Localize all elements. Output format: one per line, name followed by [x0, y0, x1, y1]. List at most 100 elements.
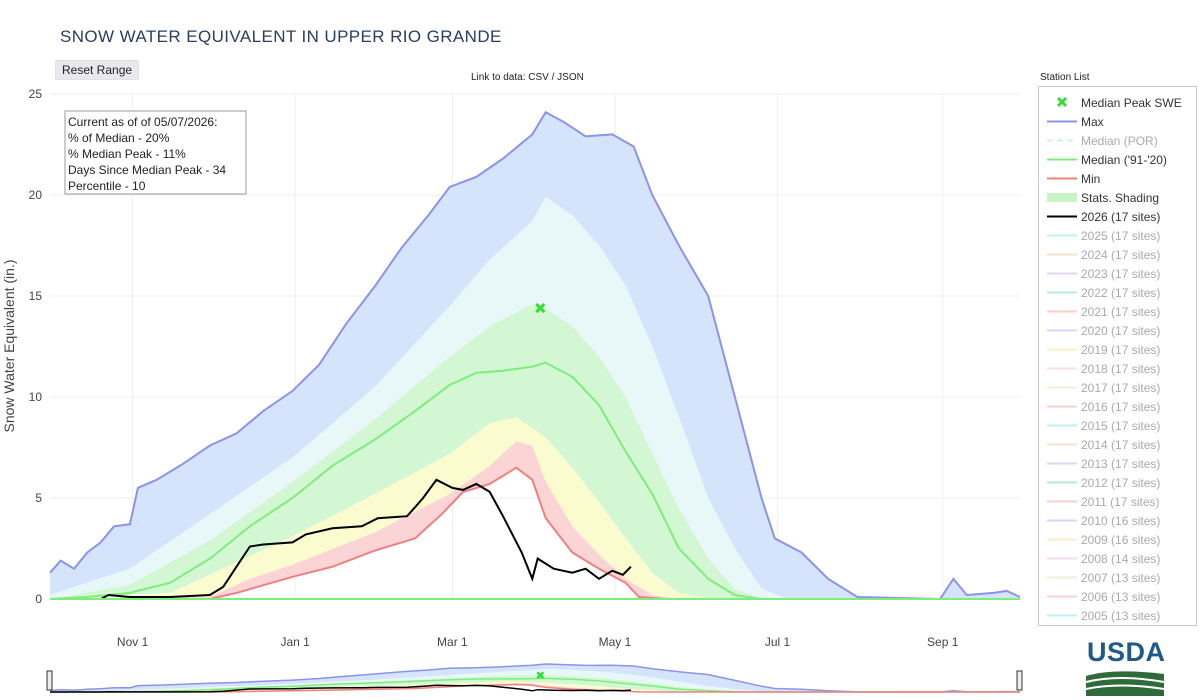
legend-symbol [1056, 96, 1068, 108]
legend-symbol [1047, 158, 1077, 161]
chart-title: SNOW WATER EQUIVALENT IN UPPER RIO GRAND… [60, 27, 502, 46]
legend-item[interactable]: Min [1039, 169, 1197, 188]
legend-symbol [1047, 443, 1077, 446]
rs-band [50, 668, 1020, 692]
band-max-to-90 [50, 112, 1020, 599]
legend-symbol [1047, 329, 1077, 332]
y-tick-label: 10 [29, 390, 43, 404]
legend-symbol [1047, 481, 1077, 484]
legend-label: 2011 (17 sites) [1081, 495, 1160, 509]
legend-item[interactable]: 2005 (13 sites) [1039, 606, 1197, 625]
legend-item[interactable]: 2012 (17 sites) [1039, 473, 1197, 492]
legend-item[interactable]: 2015 (17 sites) [1039, 416, 1197, 435]
legend-symbol [1047, 538, 1077, 541]
csv-link[interactable]: CSV [528, 72, 549, 83]
legend-label: Median Peak SWE [1081, 96, 1182, 110]
legend-label: Median ('91-'20) [1081, 153, 1167, 167]
legend-item[interactable]: 2019 (17 sites) [1039, 340, 1197, 359]
legend-item[interactable]: 2026 (17 sites) [1039, 207, 1197, 226]
y-axis-label: Snow Water Equivalent (in.) [1, 260, 17, 433]
legend-symbol [1047, 348, 1077, 351]
legend-symbol [1047, 253, 1077, 256]
legend-label: Min [1081, 172, 1101, 186]
legend-item[interactable]: 2009 (16 sites) [1039, 530, 1197, 549]
legend-item[interactable]: Stats. Shading [1039, 188, 1197, 207]
legend-item[interactable]: Median (POR) [1039, 131, 1197, 150]
legend-symbol [1047, 272, 1077, 275]
legend-item[interactable]: 2010 (16 sites) [1039, 511, 1197, 530]
legend-item[interactable]: 2006 (13 sites) [1039, 587, 1197, 606]
rs-current-line [50, 684, 631, 693]
legend-item[interactable]: Median ('91-'20) [1039, 150, 1197, 169]
stats-shading [50, 112, 1020, 599]
legend-label: 2024 (17 sites) [1081, 248, 1161, 262]
legend-symbol [1047, 614, 1077, 617]
y-tick-label: 15 [29, 289, 43, 303]
legend-label: 2019 (17 sites) [1081, 343, 1161, 357]
usda-logo [1085, 671, 1165, 696]
annotation-line: % of Median - 20% [68, 131, 170, 145]
annotation-line: Days Since Median Peak - 34 [68, 163, 226, 177]
station-list-link[interactable]: Station List [1040, 72, 1090, 83]
y-tick-label: 25 [29, 87, 43, 101]
legend-label: 2014 (17 sites) [1081, 438, 1161, 452]
legend-label: 2007 (13 sites) [1081, 571, 1161, 585]
annotation-line: Percentile - 10 [68, 179, 146, 193]
annotation-line: % Median Peak - 11% [68, 147, 186, 161]
legend-symbol [1047, 576, 1077, 579]
legend-item[interactable]: 2017 (17 sites) [1039, 378, 1197, 397]
x-tick-label: May 1 [599, 635, 632, 649]
legend-item[interactable]: 2008 (14 sites) [1039, 549, 1197, 568]
legend-item[interactable]: 2007 (13 sites) [1039, 568, 1197, 587]
y-tick-label: 0 [35, 592, 42, 606]
legend-label: 2012 (17 sites) [1081, 476, 1161, 490]
x-tick-label: Nov 1 [117, 635, 149, 649]
legend-symbol [1047, 120, 1077, 123]
legend-item[interactable]: Max [1039, 112, 1197, 131]
legend-label: 2008 (14 sites) [1081, 552, 1161, 566]
legend-item[interactable]: 2013 (17 sites) [1039, 454, 1197, 473]
rs-median-line [49, 677, 1020, 693]
legend-item[interactable]: Median Peak SWE [1039, 93, 1197, 112]
legend-symbol [1047, 177, 1077, 180]
range-slider-handle-right[interactable] [1016, 670, 1023, 691]
legend-item[interactable]: 2014 (17 sites) [1039, 435, 1197, 454]
legend-item[interactable]: 2022 (17 sites) [1039, 283, 1197, 302]
legend-item[interactable]: 2016 (17 sites) [1039, 397, 1197, 416]
legend-symbol [1047, 234, 1077, 237]
legend-label: 2010 (16 sites) [1081, 514, 1161, 528]
rs-median-peak-marker [536, 671, 545, 680]
legend-item[interactable]: 2011 (17 sites) [1039, 492, 1197, 511]
legend-label: Max [1081, 115, 1104, 129]
legend-label: 2016 (17 sites) [1081, 400, 1161, 414]
legend-item[interactable]: 2023 (17 sites) [1039, 264, 1197, 283]
band-90-to-70 [50, 197, 1020, 599]
legend-item[interactable]: 2020 (17 sites) [1039, 321, 1197, 340]
legend-symbol [1047, 193, 1077, 202]
legend-label: 2015 (17 sites) [1081, 419, 1161, 433]
range-slider[interactable] [46, 662, 1023, 694]
legend-item[interactable]: 2021 (17 sites) [1039, 302, 1197, 321]
legend-label: 2018 (17 sites) [1081, 362, 1161, 376]
legend-label: 2017 (17 sites) [1081, 381, 1161, 395]
json-link[interactable]: JSON [557, 72, 584, 83]
data-link-prefix: Link to data: [471, 72, 529, 83]
axes: 0 5 10 15 20 25 Nov 1 Jan 1 Mar 1 May 1 Jul 1 Sep 1 [29, 87, 959, 649]
current-year-line [50, 478, 632, 600]
range-slider-handle-left[interactable] [46, 670, 53, 691]
legend-item[interactable]: 2025 (17 sites) [1039, 226, 1197, 245]
legend-symbol [1047, 291, 1077, 294]
y-tick-label: 5 [35, 491, 42, 505]
reset-range-button[interactable]: Reset Range [55, 60, 140, 80]
legend-label: 2013 (17 sites) [1081, 457, 1161, 471]
legend-item[interactable]: 2024 (17 sites) [1039, 245, 1197, 264]
legend-item[interactable]: 2018 (17 sites) [1039, 359, 1197, 378]
legend-symbol [1047, 595, 1077, 598]
range-slider-preview [49, 663, 1021, 693]
median-9120-line [49, 361, 1020, 600]
rs-band [50, 675, 1020, 692]
legend-symbol [1047, 500, 1077, 503]
legend-label: 2006 (13 sites) [1081, 590, 1161, 604]
min-line [50, 466, 1020, 600]
